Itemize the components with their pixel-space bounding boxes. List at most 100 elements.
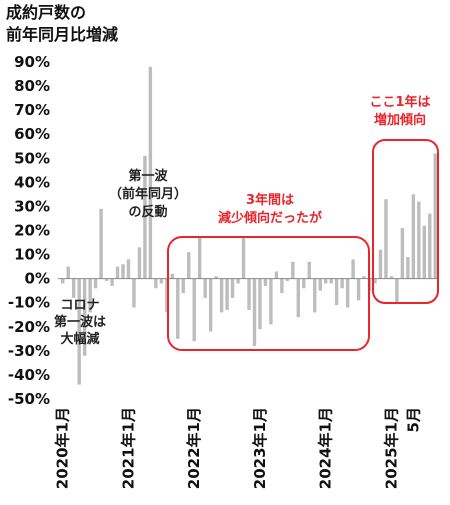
bar-2024-10: [373, 278, 377, 284]
x-tick-label: 2022年1月: [185, 407, 203, 489]
y-axis: 90% 80% 70% 60% 50% 40% 30% 20% 10% 0% -10% -20% -30…: [8, 53, 50, 408]
bar-2022-08: [230, 278, 235, 298]
bar-2025-04: [406, 256, 410, 279]
y-tick-label: -30%: [8, 342, 50, 360]
x-tick-label: 2023年1月: [251, 407, 269, 489]
y-tick-label: -10%: [8, 294, 50, 312]
bar-2020-06: [88, 278, 92, 313]
y-tick-label: -20%: [8, 318, 50, 336]
annotation-covid-line-2: 第一波は: [54, 314, 106, 330]
chart-title-line-1: 成約戸数の: [6, 3, 86, 22]
annotation-recent: ここ1年は 増加傾向: [369, 94, 430, 128]
bar-2024-06: [351, 259, 355, 279]
bar-2022-05: [214, 276, 218, 279]
bar-2024-07: [356, 278, 361, 301]
y-tick-label: 10%: [14, 246, 50, 264]
bars: [61, 66, 437, 385]
bar-undefined: [428, 213, 432, 279]
bar-2025-02: [395, 278, 399, 303]
bar-2022-06: [219, 278, 224, 313]
bar-2023-11: [313, 278, 317, 313]
annotation-decline: 3年間は 減少傾向だったが: [218, 192, 322, 226]
bar-2023-05: [280, 278, 284, 294]
y-tick-label: 80%: [14, 77, 50, 95]
y-tick-label: -50%: [8, 390, 50, 408]
chart-title-line-2: 前年同月比増減: [6, 25, 118, 44]
annotation-rebound-line-2: （前年同月）: [109, 186, 187, 202]
bar-2020-03: [71, 278, 76, 298]
y-tick-label: 60%: [14, 125, 50, 143]
x-tick-label: 2021年1月: [119, 407, 137, 489]
bar-2021-06: [154, 278, 158, 289]
bar-2024-05: [345, 278, 350, 308]
annotation-covid-line-1: コロナ: [60, 298, 99, 313]
bar-2020-10: [110, 278, 114, 286]
bar-2023-12: [318, 278, 322, 291]
bar-2023-10: [307, 261, 311, 279]
bar-2022-10: [241, 237, 246, 279]
annotation-rebound-line-3: の反動: [128, 204, 167, 220]
bar-2020-08: [99, 208, 103, 279]
x-tick-label: 2024年1月: [317, 407, 335, 489]
bar-2021-04: [143, 155, 147, 279]
y-tick-label: 90%: [14, 53, 50, 71]
bar-2021-03: [137, 247, 142, 279]
bar-2021-11: [181, 278, 185, 294]
y-tick-label: 50%: [14, 149, 50, 167]
bar-2022-12: [252, 278, 257, 347]
bar-2020-01: [61, 278, 65, 284]
bar-2021-08: [165, 278, 169, 313]
x-tick-label: 5月: [404, 407, 422, 432]
bar-2020-07: [93, 278, 98, 289]
bar-2024-11: [378, 249, 383, 279]
y-tick-label: 20%: [14, 222, 50, 240]
bar-2023-01: [258, 278, 262, 330]
bar-undefined: [417, 201, 421, 279]
bar-2020-11: [115, 266, 120, 279]
annotation-recent-line-1: ここ1年は: [369, 94, 430, 110]
bar-2024-03: [334, 278, 339, 306]
annotation-covid-drop: コロナ 第一波は 大幅減: [54, 298, 106, 347]
annotation-decline-line-1: 3年間は: [246, 192, 294, 208]
bar-2020-02: [66, 266, 70, 279]
bar-undefined: [433, 153, 437, 279]
bar-2024-08: [362, 276, 366, 279]
x-axis: 2020年1月 2021年1月 2022年1月 2023年1月 2024年1月 2025年…: [54, 407, 423, 489]
bar-2021-10: [176, 278, 180, 339]
bar-undefined: [422, 225, 427, 279]
bar-2022-11: [247, 278, 251, 310]
bar-2023-06: [285, 278, 290, 282]
x-tick-label: 2020年1月: [54, 407, 72, 489]
annotation-decline-line-2: 減少傾向だったが: [218, 210, 322, 226]
x-tick-label: 2025年1月: [382, 407, 400, 489]
bar-2022-02: [197, 237, 202, 279]
bar-2020-12: [121, 264, 125, 279]
bar-2021-02: [132, 278, 136, 308]
bar-2023-03: [269, 278, 273, 325]
bar-2022-03: [203, 278, 207, 298]
highlight-box-decline: [167, 236, 370, 351]
bar-2022-01: [192, 278, 196, 342]
bar-2024-01: [323, 278, 328, 284]
y-tick-label: 0%: [25, 270, 50, 288]
bar-2020-05: [82, 278, 87, 356]
bar-2023-07: [291, 261, 295, 279]
bar-2021-09: [170, 273, 175, 279]
bar-2021-07: [159, 278, 164, 284]
bar-2024-04: [340, 278, 344, 289]
bar-2022-07: [225, 278, 229, 310]
y-tick-label: -40%: [8, 366, 50, 384]
bar-2024-02: [329, 278, 333, 284]
bar-2020-09: [104, 278, 109, 282]
bar-2023-04: [274, 271, 279, 279]
annotation-rebound: 第一波 （前年同月） の反動: [109, 168, 187, 220]
bar-2020-04: [77, 278, 81, 385]
y-tick-label: 40%: [14, 173, 50, 191]
bar-2021-12: [187, 252, 191, 279]
bar-2025-01: [389, 276, 394, 279]
bar-2021-01: [126, 259, 131, 279]
y-tick-label: 70%: [14, 101, 50, 119]
highlight-box-recent: [372, 139, 439, 304]
bar-2025-03: [400, 228, 405, 279]
